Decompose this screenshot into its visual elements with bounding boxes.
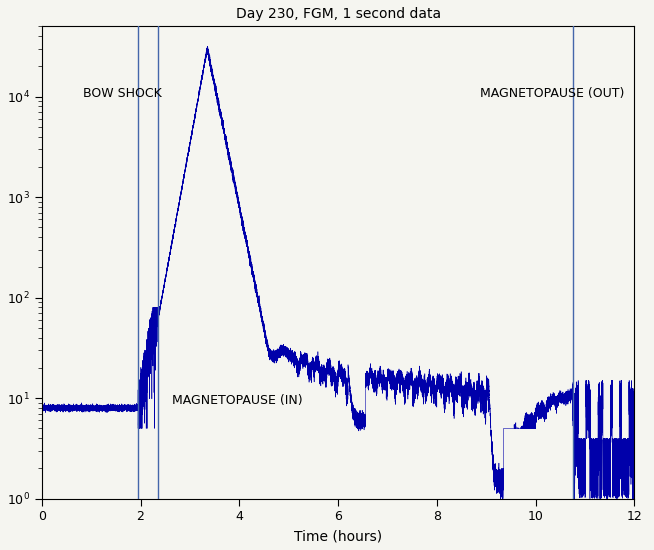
Text: MAGNETOPAUSE (IN): MAGNETOPAUSE (IN)	[172, 394, 303, 407]
X-axis label: Time (hours): Time (hours)	[294, 529, 382, 543]
Title: Day 230, FGM, 1 second data: Day 230, FGM, 1 second data	[235, 7, 441, 21]
Text: BOW SHOCK: BOW SHOCK	[83, 87, 162, 100]
Text: MAGNETOPAUSE (OUT): MAGNETOPAUSE (OUT)	[481, 87, 625, 100]
